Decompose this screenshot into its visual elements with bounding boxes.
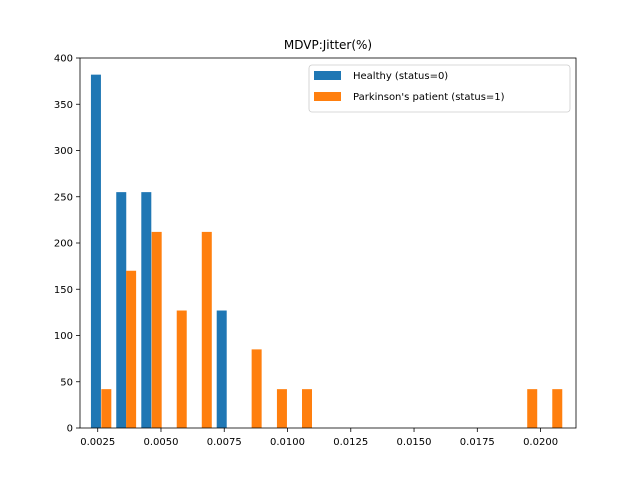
bar-healthy: [116, 192, 127, 428]
x-tick-label: 0.0075: [207, 437, 242, 448]
legend: Healthy (status=0) Parkinson's patient (…: [308, 64, 571, 113]
legend-frame: [308, 64, 571, 113]
bar-parkinsons: [276, 389, 287, 428]
y-tick-label: 100: [54, 331, 73, 342]
y-tick-label: 400: [54, 54, 73, 65]
y-tick-label: 50: [60, 377, 73, 388]
x-tick-label: 0.0200: [523, 437, 558, 448]
bar-healthy: [216, 310, 227, 428]
y-tick-label: 250: [54, 192, 73, 203]
bar-parkinsons: [151, 231, 162, 428]
bar-parkinsons: [552, 389, 563, 428]
x-tick-label: 0.0050: [143, 437, 178, 448]
bar-healthy: [90, 74, 101, 429]
x-tick-label: 0.0125: [333, 437, 368, 448]
x-tick-label: 0.0175: [460, 437, 495, 448]
bar-healthy: [141, 192, 152, 428]
bar-parkinsons: [251, 349, 262, 429]
x-tick-label: 0.0100: [270, 437, 305, 448]
chart-title: MDVP:Jitter(%): [284, 38, 372, 52]
legend-swatch-healthy: [314, 71, 341, 80]
y-tick-label: 200: [54, 239, 73, 250]
x-tick-label: 0.0150: [397, 437, 432, 448]
bars-layer: [90, 74, 563, 429]
y-tick-label: 0: [67, 424, 73, 435]
bar-parkinsons: [176, 310, 187, 428]
legend-label-parkinsons: Parkinson's patient (status=1): [353, 92, 505, 103]
legend-label-healthy: Healthy (status=0): [353, 71, 448, 82]
bar-parkinsons: [101, 389, 112, 428]
y-axis: 0 50 100 150 200 250 300 350 400: [54, 54, 80, 435]
x-tick-label: 0.0025: [80, 437, 115, 448]
legend-swatch-parkinsons: [314, 92, 341, 101]
plot-frame: [79, 57, 577, 429]
y-tick-label: 150: [54, 285, 73, 296]
bar-parkinsons: [527, 389, 538, 428]
y-tick-label: 350: [54, 100, 73, 111]
x-axis: 0.0025 0.0050 0.0075 0.0100 0.0125 0.0150 0.01…: [80, 428, 558, 448]
bar-parkinsons: [201, 231, 212, 428]
y-tick-label: 300: [54, 146, 73, 157]
bar-parkinsons: [126, 270, 137, 428]
bar-parkinsons: [302, 389, 312, 428]
